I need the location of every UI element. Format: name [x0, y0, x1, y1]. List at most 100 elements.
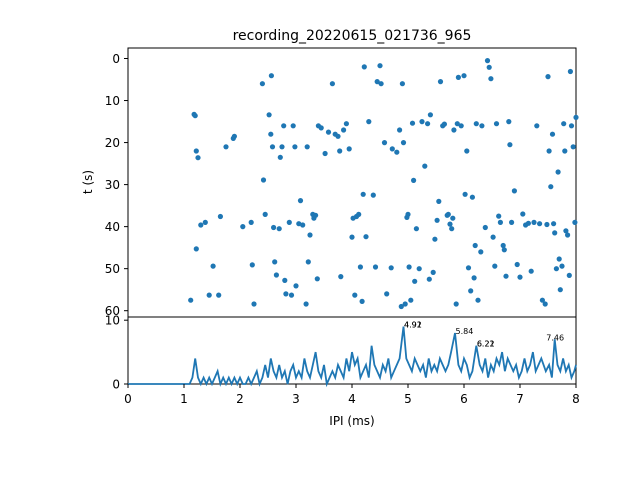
raster-point	[372, 264, 379, 270]
raster-point	[525, 220, 532, 226]
raster-point	[277, 154, 283, 160]
raster-point	[561, 121, 567, 127]
raster-point	[352, 292, 358, 298]
raster-point	[281, 123, 287, 129]
raster-point	[288, 292, 295, 298]
raster-point	[562, 148, 568, 154]
raster-point	[303, 301, 309, 307]
raster-point	[520, 211, 526, 217]
raster-point	[276, 226, 282, 232]
raster-point	[322, 150, 328, 157]
raster-point	[202, 219, 208, 225]
raster-point	[374, 79, 380, 85]
raster-point	[411, 177, 417, 183]
raster-point	[217, 213, 223, 220]
raster-point	[563, 228, 569, 234]
raster-point	[537, 221, 543, 227]
raster-point	[468, 288, 474, 294]
raster-point	[405, 211, 411, 217]
raster-point	[198, 222, 204, 228]
raster-point	[240, 224, 246, 230]
raster-point	[471, 275, 477, 281]
raster-point	[378, 81, 384, 87]
raster-point	[509, 219, 515, 225]
raster-point	[260, 177, 267, 183]
raster-point	[507, 142, 513, 148]
chart-title: recording_20220615_021736_965	[233, 28, 472, 44]
raster-point	[427, 112, 433, 118]
raster-point	[282, 277, 288, 283]
raster-point	[293, 283, 299, 289]
raster-point	[568, 123, 575, 129]
raster-point	[472, 242, 478, 249]
raster-point	[441, 121, 447, 127]
raster-point	[451, 127, 457, 133]
raster-point	[437, 79, 444, 85]
raster-point	[552, 230, 558, 236]
raster-point	[555, 169, 561, 175]
raster-point	[557, 287, 563, 293]
histogram-y-ticks: 0 10	[105, 314, 128, 392]
raster-point	[262, 211, 268, 217]
raster-point	[318, 125, 324, 131]
raster-y-tick-label: 0	[112, 52, 120, 66]
histogram-x-label: IPI (ms)	[329, 414, 374, 428]
raster-point	[341, 127, 347, 133]
raster-point	[300, 222, 306, 228]
raster-point	[436, 198, 442, 204]
raster-point	[286, 219, 292, 225]
raster-point	[402, 301, 408, 307]
raster-point	[484, 58, 491, 64]
raster-point	[188, 297, 194, 303]
raster-y-tick-label: 40	[105, 220, 120, 234]
raster-point	[346, 146, 352, 152]
histogram-x-tick-label: 7	[516, 392, 524, 406]
raster-point	[268, 131, 274, 137]
raster-point	[454, 121, 460, 127]
raster-point	[566, 272, 572, 278]
raster-point	[192, 113, 198, 119]
raster-point	[517, 274, 523, 280]
raster-point	[422, 163, 428, 169]
raster-point	[314, 276, 320, 282]
raster-point	[193, 246, 199, 252]
raster-point	[503, 273, 509, 279]
raster-point	[473, 121, 479, 127]
raster-point	[492, 263, 498, 269]
raster-point	[409, 120, 416, 126]
raster-point	[259, 81, 265, 87]
raster-point	[297, 198, 304, 204]
raster-point	[283, 291, 289, 297]
raster-point	[501, 247, 507, 253]
raster-point	[425, 121, 431, 127]
peak-annotation-label: 6.21	[477, 340, 495, 349]
raster-point	[272, 259, 278, 265]
raster-point	[449, 226, 455, 232]
raster-point	[413, 226, 419, 232]
peak-annotation-label: 5.84	[456, 327, 474, 336]
raster-point	[361, 64, 367, 70]
raster-point	[210, 263, 216, 269]
raster-point	[412, 278, 418, 284]
raster-point	[366, 119, 372, 125]
raster-point	[430, 269, 436, 275]
histogram-x-tick-label: 0	[124, 392, 132, 406]
raster-point	[231, 133, 237, 139]
raster-point	[453, 301, 459, 307]
raster-point	[461, 73, 467, 79]
raster-point	[381, 140, 388, 146]
raster-point	[500, 242, 506, 249]
raster-point	[572, 219, 578, 225]
raster-point	[488, 76, 494, 82]
raster-points	[188, 58, 579, 310]
raster-point	[271, 224, 277, 231]
raster-point	[296, 221, 302, 227]
raster-point	[273, 272, 279, 278]
raster-point	[482, 224, 488, 231]
histogram-axes-frame	[127, 316, 577, 385]
raster-point	[356, 211, 362, 217]
raster-point	[377, 63, 383, 69]
raster-point	[357, 264, 363, 270]
raster-point	[506, 119, 512, 125]
raster-point	[455, 74, 461, 80]
